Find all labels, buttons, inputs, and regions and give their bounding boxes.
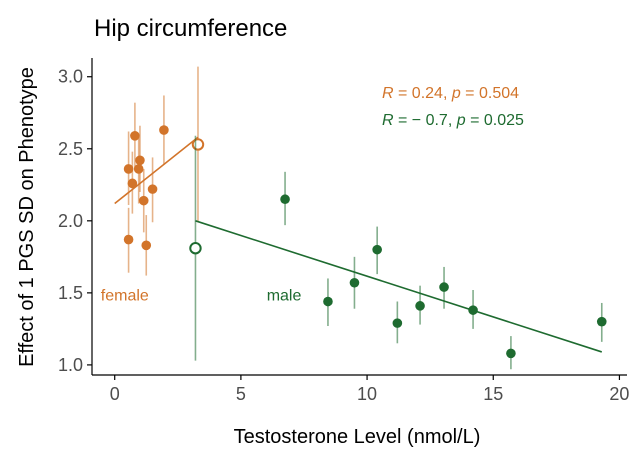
male-point (596, 316, 607, 327)
female-point (123, 234, 134, 245)
male-point (323, 296, 333, 307)
x-axis: 0 5 10 15 20 (92, 374, 629, 404)
y-ticks: 1.0 1.5 2.0 2.5 3.0 (58, 67, 92, 375)
male-point (349, 277, 360, 288)
x-tick-label: 15 (483, 384, 503, 404)
female-point (123, 164, 134, 174)
female-point (159, 125, 169, 135)
female-point (138, 195, 149, 206)
male-point (439, 282, 449, 292)
female-point (147, 184, 158, 194)
male-point (372, 244, 382, 255)
male-fit-line (195, 220, 603, 353)
female-stat-label: R = 0.24, p = 0.504 (382, 85, 519, 102)
male-group-label: male (267, 287, 302, 304)
female-point (127, 178, 138, 189)
female-mean-point (191, 138, 205, 151)
male-series (189, 135, 607, 370)
x-tick-label: 10 (357, 384, 377, 404)
female-group-label: female (101, 287, 149, 304)
x-tick-label: 0 (110, 384, 120, 404)
female-series (114, 66, 205, 276)
male-point (415, 301, 425, 311)
male-point (506, 348, 516, 359)
female-point (135, 155, 145, 166)
male-stat-label: R = − 0.7, p = 0.025 (382, 112, 524, 129)
y-tick-label: 1.5 (58, 283, 83, 303)
female-point (133, 164, 144, 174)
x-ticks: 0 5 10 15 20 (110, 375, 629, 404)
stat-annotations: R = 0.24, p = 0.504 R = − 0.7, p = 0.025 (382, 85, 524, 129)
y-tick-label: 3.0 (58, 67, 83, 87)
y-axis: 1.0 1.5 2.0 2.5 3.0 (58, 58, 93, 375)
x-tick-label: 5 (236, 384, 246, 404)
male-point (468, 305, 478, 315)
y-tick-label: 2.5 (58, 139, 83, 159)
female-point (141, 240, 152, 251)
y-tick-label: 1.0 (58, 355, 83, 375)
male-point (280, 194, 290, 205)
y-tick-label: 2.0 (58, 211, 83, 231)
x-axis-title: Testosterone Level (nmol/L) (234, 426, 481, 448)
male-point (392, 318, 403, 328)
y-axis-title: Effect of 1 PGS SD on Phenotype (16, 67, 38, 367)
x-tick-label: 20 (609, 384, 629, 404)
chart-title: Hip circumference (94, 15, 287, 42)
plot-area: female male (101, 66, 607, 370)
male-mean-point (189, 242, 202, 255)
female-point (130, 131, 140, 141)
